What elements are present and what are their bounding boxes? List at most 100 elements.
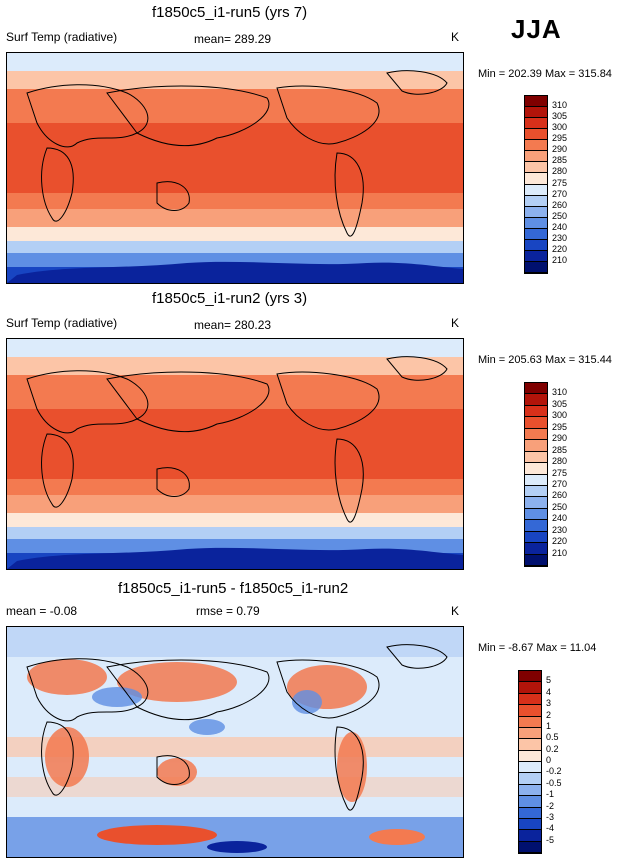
colorbar-box — [525, 195, 547, 207]
panel2-title: f1850c5_i1-run2 (yrs 3) — [152, 290, 308, 307]
colorbar-tick-label: 290 — [552, 144, 568, 155]
colorbar-box — [519, 830, 541, 842]
colorbar-tick-label: 1 — [546, 720, 552, 731]
colorbar-box — [525, 118, 547, 130]
colorbar-tick-label: 4 — [546, 686, 552, 697]
colorbar-box — [525, 206, 547, 218]
colorbar-box — [519, 784, 541, 797]
colorbar-box — [525, 543, 547, 555]
colorbar-tick-label: -1 — [546, 789, 555, 800]
colorbar-tick-label: 240 — [552, 221, 568, 232]
colorbar-box — [519, 750, 541, 762]
colorbar-tick-label: -2 — [546, 800, 555, 811]
colorbar-tick-label: 0.2 — [546, 743, 559, 754]
panel1-variable-label: Surf Temp (radiative) — [6, 30, 118, 44]
panel3-map — [6, 626, 464, 858]
panel2-units-label: K — [451, 316, 460, 330]
colorbar-box — [525, 440, 547, 452]
colorbar-tick-label: 260 — [552, 490, 568, 501]
panel1-minmax-label: Min = 202.39 Max = 315.84 — [478, 68, 612, 80]
colorbar-tick-label: 250 — [552, 210, 568, 221]
colorbar-box — [525, 261, 547, 273]
panel2-variable-label: Surf Temp (radiative) — [6, 316, 118, 330]
panel2-map — [6, 338, 464, 570]
colorbar-box — [519, 705, 541, 717]
colorbar-box — [525, 394, 547, 406]
colorbar-tick-label: 270 — [552, 188, 568, 199]
colorbar-box — [525, 497, 547, 509]
colorbar-tick-label: 285 — [552, 444, 568, 455]
panel3-colorbar — [518, 670, 542, 854]
colorbar-tick-label: 5 — [546, 675, 552, 686]
colorbar-box — [525, 129, 547, 141]
colorbar-box — [519, 841, 541, 853]
colorbar-box — [525, 96, 547, 108]
panel3-minmax-label: Min = -8.67 Max = 11.04 — [478, 642, 597, 654]
colorbar-box — [525, 485, 547, 498]
colorbar-box — [525, 140, 547, 152]
colorbar-tick-label: -3 — [546, 811, 555, 822]
colorbar-box — [525, 228, 547, 240]
colorbar-box — [525, 405, 547, 418]
colorbar-tick-label: 0 — [546, 755, 552, 765]
panel1-mean-label: mean= 289.29 — [194, 32, 272, 46]
colorbar-box — [519, 682, 541, 694]
colorbar-box — [525, 162, 547, 174]
colorbar-tick-label: -4 — [546, 823, 555, 834]
panel2-minmax-label: Min = 205.63 Max = 315.44 — [478, 354, 612, 366]
colorbar-box — [525, 428, 547, 441]
colorbar-tick-label: -0.5 — [546, 777, 562, 788]
colorbar-tick-label: 295 — [552, 421, 568, 432]
panel1-title: f1850c5_i1-run5 (yrs 7) — [152, 4, 308, 21]
colorbar-tick-label: 280 — [552, 456, 568, 467]
colorbar-tick-label: 240 — [552, 513, 568, 524]
panel1-map — [6, 52, 464, 284]
panel1-units-label: K — [451, 30, 460, 44]
colorbar-box — [519, 807, 541, 819]
panel3-mean-label: mean = -0.08 — [6, 604, 78, 618]
colorbar-tick-label: 275 — [552, 467, 568, 478]
colorbar-tick-label: 310 — [552, 387, 568, 398]
panel1-colorbar — [524, 95, 548, 274]
colorbar-tick-label: 270 — [552, 478, 568, 489]
colorbar-tick-label: -5 — [546, 834, 555, 845]
colorbar-box — [519, 671, 541, 683]
colorbar-tick-label: 310 — [552, 100, 568, 111]
colorbar-box — [519, 773, 541, 785]
season-label: JJA — [511, 14, 562, 44]
colorbar-box — [525, 554, 547, 566]
colorbar-box — [525, 520, 547, 532]
colorbar-tick-label: 250 — [552, 501, 568, 512]
colorbar-tick-label: 305 — [552, 111, 568, 122]
colorbar-tick-label: 280 — [552, 166, 568, 177]
colorbar-tick-label: 210 — [552, 547, 568, 558]
colorbar-box — [525, 184, 547, 196]
colorbar-tick-label: 230 — [552, 524, 568, 535]
colorbar-box — [525, 531, 547, 544]
colorbar-box — [519, 727, 541, 740]
panel1-map-graphic — [7, 53, 463, 283]
panel2-mean-label: mean= 280.23 — [194, 318, 272, 332]
colorbar-tick-label: 220 — [552, 536, 568, 547]
colorbar-box — [525, 107, 547, 119]
colorbar-tick-label: 295 — [552, 133, 568, 144]
colorbar-box — [519, 739, 541, 751]
colorbar-box — [525, 451, 547, 464]
colorbar-box — [525, 463, 547, 475]
colorbar-tick-label: 300 — [552, 410, 568, 421]
colorbar-tick-label: 260 — [552, 199, 568, 210]
colorbar-tick-label: 275 — [552, 177, 568, 188]
colorbar-box — [525, 417, 547, 429]
colorbar-tick-label: 305 — [552, 398, 568, 409]
colorbar-tick-label: 290 — [552, 433, 568, 444]
colorbar-tick-label: 210 — [552, 254, 568, 265]
panel2-map-graphic — [7, 339, 463, 569]
colorbar-tick-label: 285 — [552, 155, 568, 166]
colorbar-box — [525, 474, 547, 486]
colorbar-box — [525, 383, 547, 395]
colorbar-tick-label: 0.5 — [546, 732, 559, 743]
colorbar-box — [525, 217, 547, 229]
colorbar-box — [525, 173, 547, 185]
colorbar-box — [525, 508, 547, 521]
panel3-rmse-label: rmse = 0.79 — [196, 604, 260, 618]
